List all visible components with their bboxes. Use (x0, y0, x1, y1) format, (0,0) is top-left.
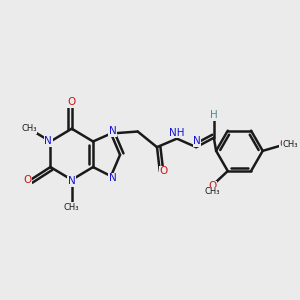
Text: H: H (210, 110, 218, 120)
Text: N: N (109, 173, 116, 183)
Text: O: O (280, 139, 288, 149)
Text: O: O (208, 181, 217, 191)
Text: CH₃: CH₃ (21, 124, 37, 133)
Text: NH: NH (169, 128, 184, 138)
Text: N: N (68, 176, 76, 186)
Text: CH₃: CH₃ (205, 187, 220, 196)
Text: O: O (68, 97, 76, 107)
Text: N: N (44, 136, 52, 146)
Text: O: O (24, 175, 32, 185)
Text: O: O (159, 166, 167, 176)
Text: N: N (109, 126, 116, 136)
Text: CH₃: CH₃ (64, 203, 80, 212)
Text: N: N (193, 136, 201, 146)
Text: CH₃: CH₃ (283, 140, 298, 149)
